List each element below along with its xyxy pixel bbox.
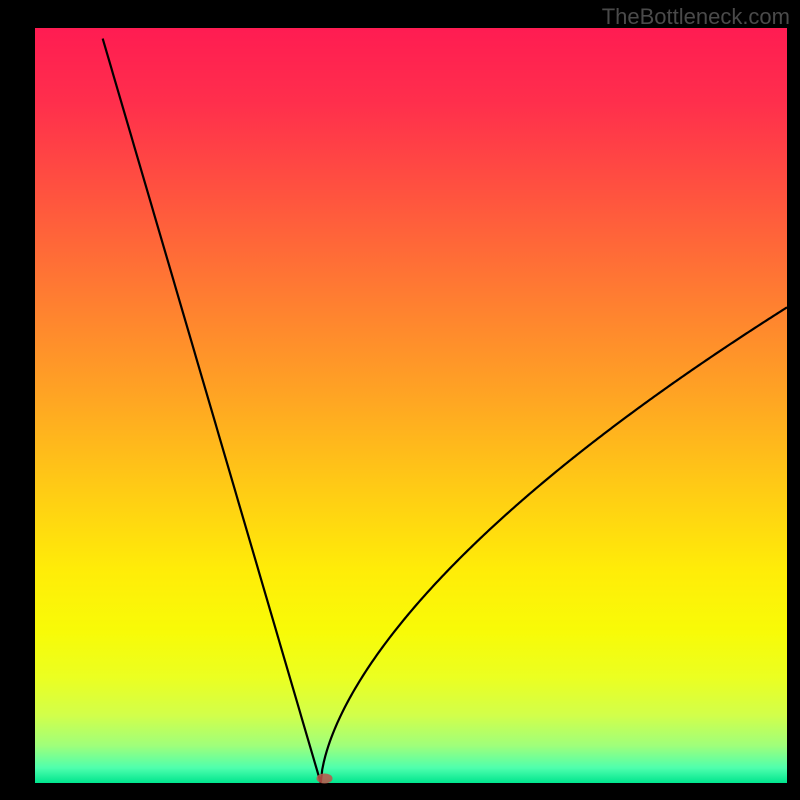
bottleneck-chart <box>0 0 800 800</box>
chart-container: TheBottleneck.com <box>0 0 800 800</box>
optimal-point-marker <box>317 773 333 783</box>
watermark-text: TheBottleneck.com <box>602 4 790 30</box>
plot-background <box>35 28 787 783</box>
